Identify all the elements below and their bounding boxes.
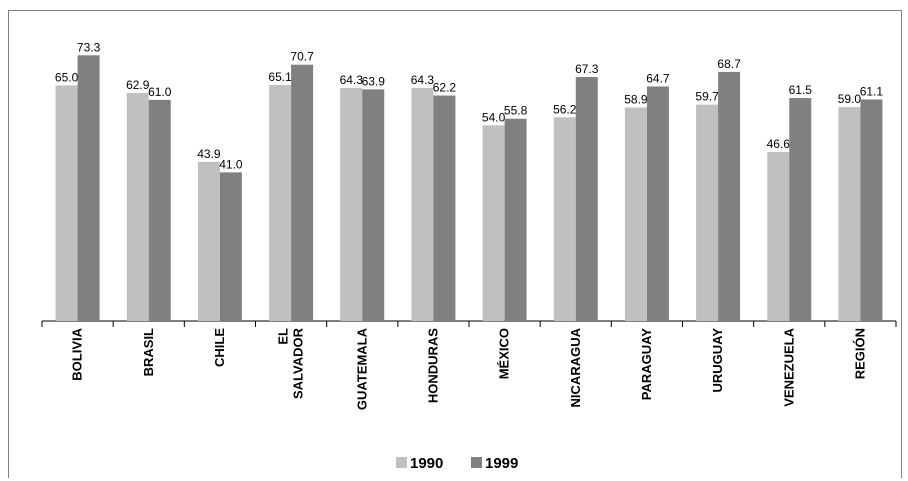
data-label-1990: 58.9 — [624, 92, 648, 106]
data-label-1999: 41.0 — [219, 157, 243, 171]
category-label: MÉXICO — [497, 328, 512, 379]
category-label: GUATEMALA — [354, 327, 369, 410]
bar-1999 — [789, 98, 812, 321]
data-label-1999: 68.7 — [717, 57, 741, 71]
data-label-1999: 61.0 — [148, 85, 172, 99]
bar-1990 — [482, 125, 505, 321]
category-label: REGIÓN — [852, 328, 867, 379]
bar-1999 — [77, 55, 100, 321]
data-label-1999: 62.2 — [433, 81, 457, 95]
bar-1999 — [504, 118, 527, 321]
data-label-1990: 64.3 — [411, 73, 435, 87]
category-label: BOLIVIA — [70, 327, 85, 380]
bar-1990 — [696, 104, 719, 322]
legend-swatch-1990 — [396, 457, 407, 468]
data-label-1999: 55.8 — [504, 104, 528, 118]
category-label: HONDURAS — [425, 328, 440, 403]
data-label-1990: 59.0 — [838, 92, 862, 106]
bar-1999 — [718, 71, 741, 322]
bar-1990 — [838, 107, 861, 321]
bar-1999 — [646, 86, 669, 322]
category-label: CHILE — [212, 328, 227, 367]
data-label-1999: 73.3 — [77, 40, 101, 54]
data-label-1990: 62.9 — [126, 78, 150, 92]
data-label-1999: 67.3 — [575, 62, 599, 76]
legend-label-1990: 1990 — [410, 455, 443, 472]
data-label-1999: 61.5 — [789, 83, 813, 97]
data-label-1990: 43.9 — [197, 147, 221, 161]
bar-1999 — [148, 99, 171, 321]
data-label-1999: 61.1 — [860, 85, 884, 99]
category-label: VENEZUELA — [781, 327, 796, 406]
data-label-1990: 65.0 — [55, 70, 79, 84]
data-label-1999: 64.7 — [646, 71, 670, 85]
bar-1999 — [433, 95, 456, 322]
bar-1999 — [219, 172, 242, 321]
legend-label-1999: 1999 — [485, 455, 518, 472]
category-label: PARAGUAY — [639, 328, 654, 401]
category-label: NICARAGUA — [568, 327, 583, 407]
data-label-1990: 56.2 — [553, 102, 577, 116]
data-label-1990: 65.1 — [268, 70, 292, 84]
bar-1990 — [553, 117, 576, 322]
bar-1999 — [860, 99, 883, 321]
bar-1990 — [411, 87, 434, 321]
bar-1999 — [362, 89, 385, 321]
data-label-1990: 46.6 — [767, 137, 791, 151]
bar-1990 — [340, 87, 363, 321]
bar-1990 — [126, 92, 149, 321]
category-label: EL — [276, 328, 291, 345]
category-label: URUGUAY — [710, 328, 725, 393]
data-label-1990: 64.3 — [340, 73, 364, 87]
data-label-1990: 54.0 — [482, 110, 506, 124]
legend-swatch-1999 — [471, 457, 482, 468]
data-label-1990: 59.7 — [695, 90, 719, 104]
bar-1990 — [624, 107, 647, 321]
data-label-1999: 63.9 — [362, 74, 386, 88]
bar-1990 — [55, 85, 78, 321]
category-label: SALVADOR — [291, 327, 306, 399]
bar-1999 — [575, 77, 598, 321]
bar-1990 — [269, 85, 292, 321]
chart-frame — [8, 10, 902, 478]
bar-1990 — [197, 161, 220, 321]
bar-1990 — [767, 152, 790, 321]
data-label-1999: 70.7 — [290, 50, 314, 64]
bar-1999 — [291, 64, 314, 322]
category-label: BRASIL — [141, 328, 156, 376]
